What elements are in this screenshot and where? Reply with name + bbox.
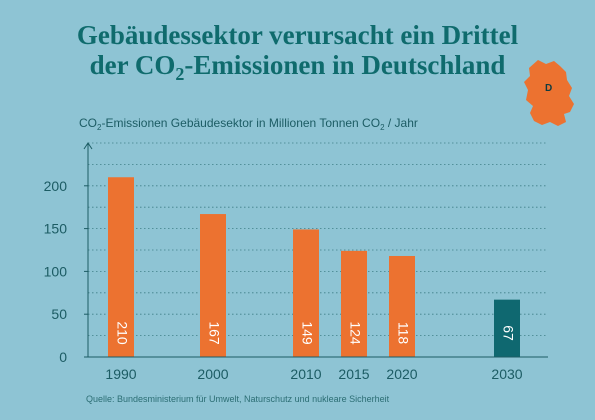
bar-value-label: 149 (299, 321, 315, 345)
bar-value-label: 124 (347, 321, 363, 345)
bar-value-label: 167 (206, 321, 222, 345)
y-tick-label: 0 (59, 349, 67, 365)
bar-value-label: 210 (114, 321, 130, 345)
source-note: Quelle: Bundesministerium für Umwelt, Na… (86, 394, 389, 404)
bar-value-label: 67 (500, 325, 516, 341)
y-tick-label: 50 (51, 306, 67, 322)
x-tick-label: 2015 (338, 366, 369, 382)
x-tick-label: 2000 (197, 366, 228, 382)
x-tick-label: 1990 (105, 366, 136, 382)
y-tick-label: 200 (44, 178, 68, 194)
y-tick-label: 100 (44, 263, 68, 279)
bar-value-label: 118 (395, 322, 411, 345)
y-tick-label: 150 (44, 221, 68, 237)
x-tick-label: 2020 (386, 366, 417, 382)
x-tick-label: 2010 (290, 366, 321, 382)
x-tick-label: 2030 (491, 366, 522, 382)
